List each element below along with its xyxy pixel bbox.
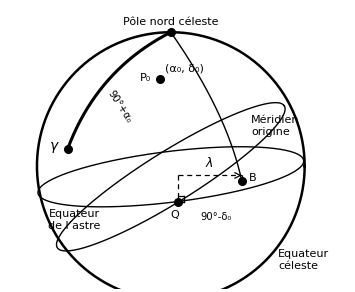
Text: λ: λ: [206, 157, 213, 170]
Text: γ: γ: [50, 139, 58, 153]
Text: B: B: [248, 173, 256, 183]
Text: 90°-δ₀: 90°-δ₀: [200, 212, 231, 222]
Text: (α₀, δ₀): (α₀, δ₀): [165, 64, 204, 74]
Text: Equateur
de l’astre: Equateur de l’astre: [48, 209, 100, 230]
Text: 90°+α₀: 90°+α₀: [106, 89, 134, 125]
Text: P₀: P₀: [140, 73, 151, 83]
Text: Méridien
origine: Méridien origine: [251, 115, 300, 137]
Text: Pôle nord céleste: Pôle nord céleste: [123, 17, 219, 27]
Text: Equateur
céleste: Equateur céleste: [278, 249, 329, 271]
Text: Q: Q: [170, 210, 179, 220]
